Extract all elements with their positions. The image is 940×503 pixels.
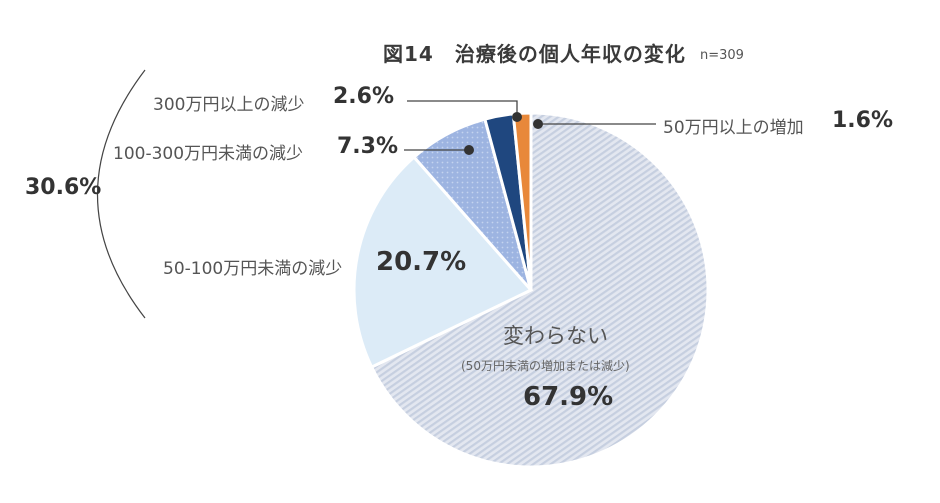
pct-no-change: 67.9% (523, 382, 614, 412)
pct-decrease-50-100: 20.7% (376, 247, 467, 277)
label-no-change: 変わらない (503, 324, 608, 348)
label-decrease-300: 300万円以上の減少 (153, 95, 305, 115)
pct-increase-50: 1.6% (832, 108, 894, 133)
label-no-change-sub: (50万円未満の増加または減少) (461, 359, 630, 373)
pct-decrease-100-300: 7.3% (337, 134, 399, 159)
slice-decrease-50-100 (352, 155, 534, 370)
label-increase-50: 50万円以上の増加 (663, 118, 804, 138)
slice-no-change (369, 111, 710, 469)
label-decrease-100-300: 100-300万円未満の減少 (113, 144, 304, 164)
marker-dot (512, 112, 522, 122)
leader-line-300 (407, 100, 518, 116)
bracket-total: 30.6% (25, 175, 102, 200)
pct-decrease-300: 2.6% (333, 84, 395, 109)
marker-dot (464, 145, 474, 155)
bracket-arc (96, 69, 146, 319)
marker-dot (533, 119, 543, 129)
label-decrease-50-100: 50-100万円未満の減少 (163, 259, 343, 279)
sample-size: n=309 (700, 48, 744, 63)
chart-title: 図14 治療後の個人年収の変化 (383, 42, 686, 66)
